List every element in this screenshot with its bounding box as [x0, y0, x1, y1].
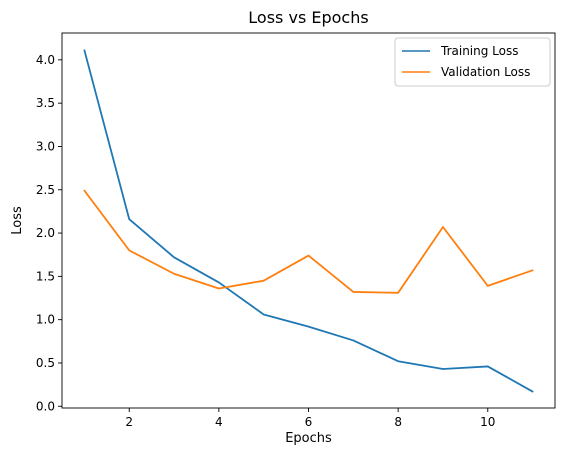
- y-tick-label: 0.5: [36, 356, 55, 370]
- y-tick-label: 3.0: [36, 139, 55, 153]
- y-tick-label: 4.0: [36, 53, 55, 67]
- legend-box: [394, 37, 551, 87]
- x-tick-label: 2: [125, 415, 133, 429]
- legend-label-validation-loss: Validation Loss: [441, 65, 530, 79]
- x-tick-label: 6: [305, 415, 313, 429]
- y-tick-label: 1.5: [36, 269, 55, 283]
- y-axis-label: Loss: [10, 206, 25, 235]
- series-layer: [83, 49, 534, 393]
- y-tick-label: 2.0: [36, 226, 55, 240]
- y-tick-label: 3.5: [36, 96, 55, 110]
- axis-ticks: 2 4 6 8 10 0.0 0.5 1.0 1.5 2.0 2.5 3.0 3.5 4.0: [36, 53, 496, 429]
- x-tick-label: 4: [215, 415, 223, 429]
- y-tick-label: 2.5: [36, 183, 55, 197]
- x-axis-label: Epochs: [285, 431, 332, 446]
- x-tick-label: 8: [394, 415, 402, 429]
- legend: Training Loss Validation Loss: [394, 37, 551, 87]
- legend-label-training-loss: Training Loss: [440, 44, 518, 58]
- series-line-validation-loss: [83, 189, 534, 294]
- plot-frame: [61, 32, 556, 409]
- chart-title: Loss vs Epochs: [248, 8, 368, 27]
- y-tick-label: 1.0: [36, 313, 55, 327]
- y-tick-label: 0.0: [36, 399, 55, 413]
- series-line-training-loss: [83, 49, 534, 393]
- x-tick-label: 10: [480, 415, 495, 429]
